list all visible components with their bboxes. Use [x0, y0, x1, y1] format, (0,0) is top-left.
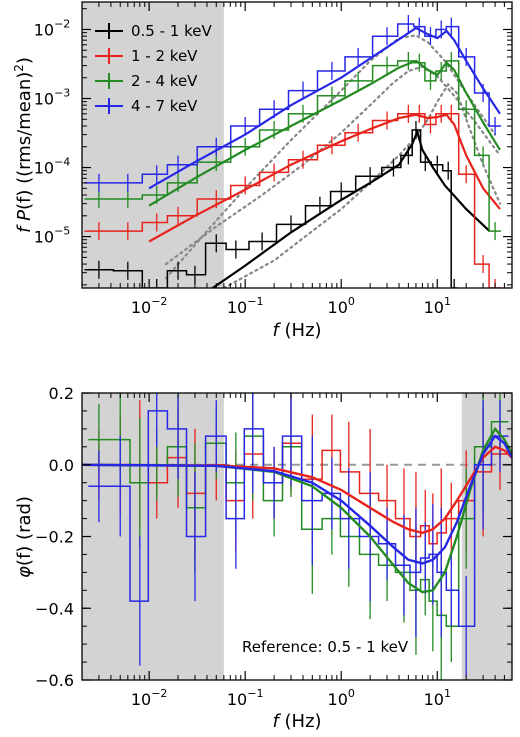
y-tick-label: −0.4	[35, 599, 74, 618]
y-tick-label: 0.2	[49, 384, 74, 403]
legend-label: 1 - 2 keV	[131, 47, 198, 65]
shaded-region	[82, 2, 224, 288]
data-steps-4-7	[88, 410, 509, 627]
legend-entry-1: 1 - 2 keV	[95, 47, 198, 65]
x-tick-label: 100	[328, 687, 355, 709]
legend-entry-2: 2 - 4 keV	[95, 72, 198, 90]
shaded-frequency-band	[82, 2, 224, 288]
phase-series	[82, 393, 512, 680]
data-steps-2-4	[84, 60, 502, 232]
legend-label: 0.5 - 1 keV	[131, 22, 212, 40]
x-tick-label: 101	[424, 687, 451, 709]
model-component-curve	[164, 34, 497, 280]
legend-label: 2 - 4 keV	[131, 72, 198, 90]
psd-ticks: 10−2 10−1 100 101 10−5 10−4 10−3 10−2	[34, 2, 512, 317]
phase-ticks: 10−2 10−1 100 101 0.2 0.0 −0.2 −0.4 −0.6	[35, 384, 512, 709]
x-tick-label: 101	[424, 295, 451, 317]
legend: 0.5 - 1 keV 1 - 2 keV 2 - 4 keV 4 - 7 ke…	[95, 22, 212, 115]
y-tick-label: −0.6	[35, 671, 74, 690]
y-tick-label: 0.0	[49, 456, 74, 475]
phase-panel: 10−2 10−1 100 101 0.2 0.0 −0.2 −0.4 −0.6 Referen…	[14, 384, 513, 732]
model-curve-1-2	[148, 113, 501, 243]
x-tick-label: 10−2	[131, 687, 168, 709]
phase-x-axis-label: f (Hz)	[272, 711, 321, 732]
phase-y-axis-label: φ(f) (rad)	[14, 496, 35, 578]
model-curve-4-7	[82, 434, 512, 565]
x-tick-label: 100	[328, 295, 355, 317]
model-component-curve	[164, 65, 502, 266]
psd-x-axis-label: f (Hz)	[272, 320, 321, 341]
y-tick-label: 10−3	[34, 87, 71, 109]
model-components	[164, 34, 502, 288]
x-tick-label: 10−1	[227, 687, 264, 709]
model-curve-0.5-1	[210, 128, 491, 288]
psd-y-axis-label: f P(f) ((rms/mean)2)	[12, 57, 35, 233]
y-tick-label: 10−2	[34, 17, 71, 39]
model-curve-2-4	[82, 426, 512, 594]
reference-annotation: Reference: 0.5 - 1 keV	[242, 638, 409, 656]
model-curve-2-4	[148, 59, 501, 207]
psd-plot-frame	[81, 1, 513, 289]
psd-panel: 10−2 10−1 100 101 10−5 10−4 10−3 10−2 0.5 - 1 k…	[12, 1, 513, 341]
y-tick-label: 10−5	[34, 225, 71, 247]
legend-label: 4 - 7 keV	[131, 97, 198, 115]
legend-entry-0: 0.5 - 1 keV	[95, 22, 212, 40]
legend-entry-3: 4 - 7 keV	[95, 97, 198, 115]
psd-series	[84, 15, 502, 288]
y-tick-label: 10−4	[34, 156, 71, 178]
model-curve-4-7	[148, 26, 501, 190]
model-component-curve	[222, 82, 502, 288]
x-tick-label: 10−2	[131, 295, 168, 317]
model-curve-1-2	[82, 445, 512, 535]
y-tick-label: −0.2	[35, 528, 74, 547]
x-tick-label: 10−1	[227, 295, 264, 317]
